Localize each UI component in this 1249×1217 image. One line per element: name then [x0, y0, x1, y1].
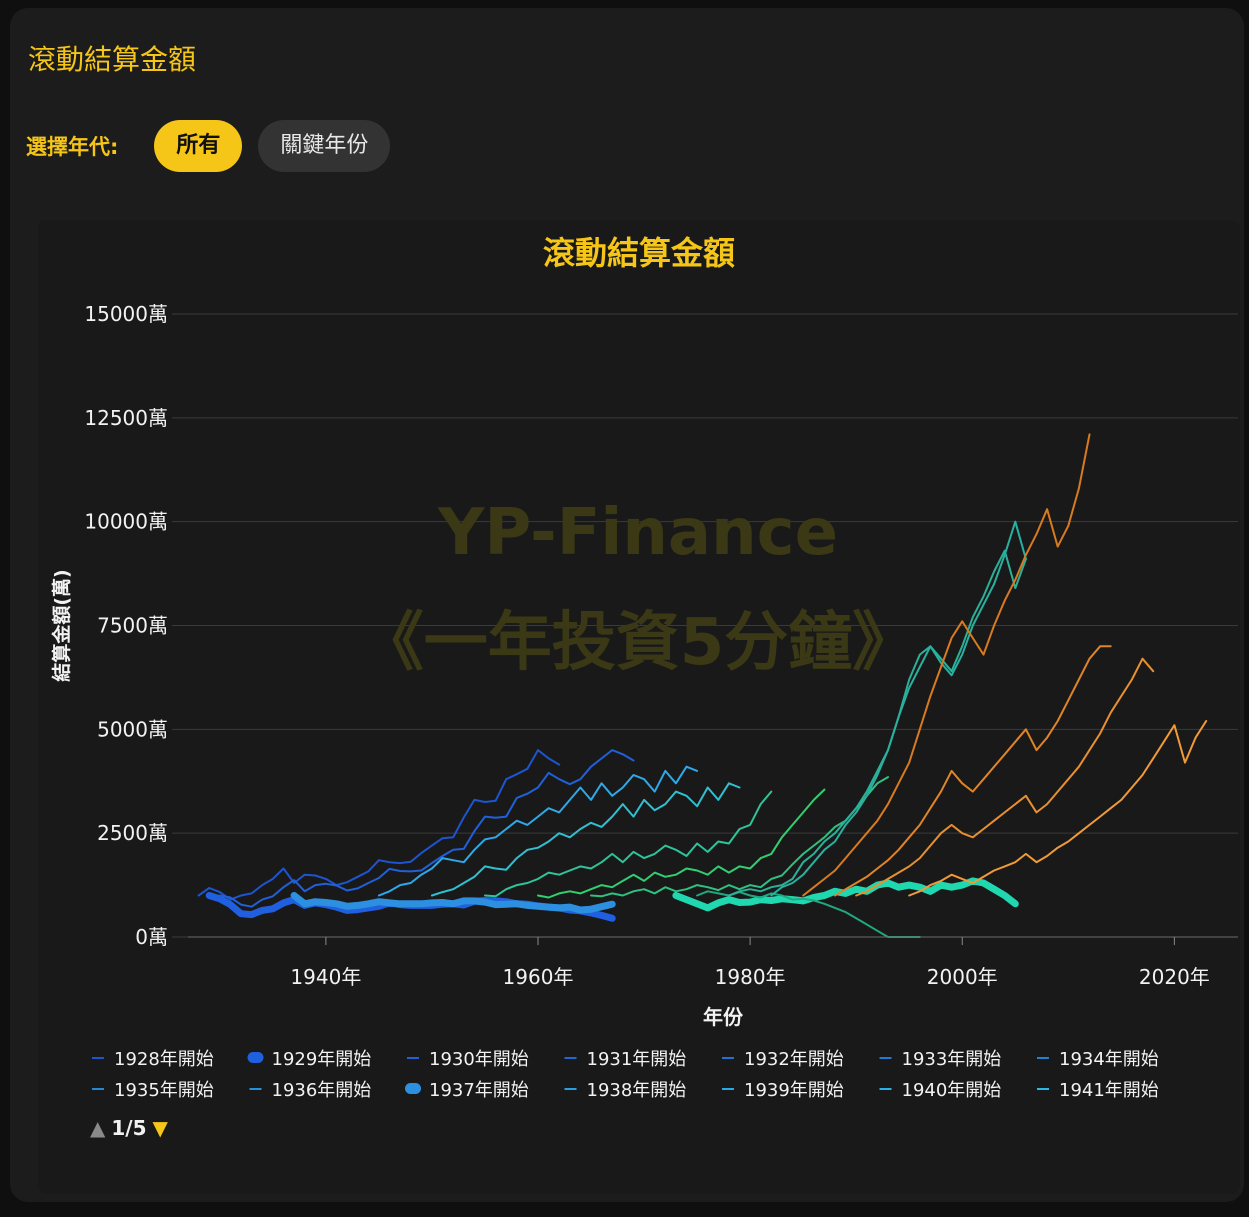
rolling-balance-chart: YP-Finance 《一年投資5分鐘》 滾動結算金額 0萬 2500萬 5000萬 75… — [50, 234, 1238, 1101]
series-line-1978[interactable] — [727, 549, 1027, 897]
series-line-1960[interactable] — [537, 788, 826, 899]
y-axis-label: 結算金額(萬) — [50, 569, 73, 681]
y-tick-label: 10000萬 — [84, 510, 168, 534]
watermark-line-1: YP-Finance — [437, 496, 838, 570]
legend-item-label[interactable]: 1934年開始 — [1059, 1049, 1159, 1070]
x-tick-label: 2020年 — [1139, 965, 1210, 989]
series-line-1990[interactable] — [855, 657, 1155, 897]
legend-pager: ▲ 1/5 ▼ — [90, 1116, 168, 1140]
x-tick-label: 1940年 — [290, 965, 361, 989]
series-line-1945[interactable] — [377, 765, 699, 897]
series-line-1985[interactable] — [802, 433, 1091, 897]
legend-item-label[interactable]: 1937年開始 — [429, 1080, 529, 1101]
era-selector: 選擇年代: 所有 關鍵年份 — [26, 120, 406, 172]
series-line-1950[interactable] — [430, 782, 741, 897]
legend-item-label[interactable]: 1931年開始 — [587, 1049, 687, 1070]
legend-item-label[interactable]: 1938年開始 — [587, 1080, 687, 1101]
watermark-line-2: 《一年投資5分鐘》 — [360, 606, 917, 680]
legend-swatch — [247, 1052, 264, 1063]
legend-item-label[interactable]: 1939年開始 — [744, 1080, 844, 1101]
card-title: 滾動結算金額 — [28, 43, 197, 76]
legend-swatch — [405, 1083, 421, 1094]
series-line-1955[interactable] — [484, 790, 773, 898]
legend-item-label[interactable]: 1930年開始 — [429, 1049, 529, 1070]
chart-container: YP-Finance 《一年投資5分鐘》 滾動結算金額 0萬 2500萬 5000萬 75… — [38, 220, 1240, 1194]
x-tick-label: 2000年 — [927, 965, 998, 989]
y-tick-label: 2500萬 — [97, 821, 168, 845]
y-tick-label: 7500萬 — [97, 614, 168, 638]
series-line-1982[interactable] — [770, 520, 1027, 897]
legend-item-label[interactable]: 1940年開始 — [902, 1080, 1002, 1101]
era-selector-label: 選擇年代: — [26, 135, 119, 159]
series-line-1973[interactable] — [672, 877, 1019, 912]
series-line-1988[interactable] — [834, 645, 1112, 897]
x-tick-label: 1960年 — [503, 965, 574, 989]
rolling-balance-card: 滾動結算金額 選擇年代: 所有 關鍵年份 YP-Finance 《一年投資5分鐘》… — [10, 8, 1244, 1202]
series-line-1965[interactable] — [590, 776, 889, 898]
legend-item-label[interactable]: 1928年開始 — [114, 1049, 214, 1070]
legend-item-label[interactable]: 1935年開始 — [114, 1080, 214, 1101]
chart-title: 滾動結算金額 — [543, 234, 735, 272]
series-line-1995[interactable] — [908, 720, 1208, 897]
x-axis-label: 年份 — [703, 1005, 744, 1029]
x-tick-label: 1980年 — [715, 965, 786, 989]
series-line-1930[interactable] — [218, 749, 635, 908]
y-tick-label: 5000萬 — [97, 717, 168, 741]
series-line-1937[interactable] — [290, 892, 616, 914]
legend-prev-page-icon[interactable]: ▲ — [90, 1116, 106, 1140]
legend-next-page-icon[interactable]: ▼ — [152, 1116, 168, 1140]
y-tick-label: 12500萬 — [84, 406, 168, 430]
series-line-1928[interactable] — [197, 749, 561, 901]
legend-item-label[interactable]: 1941年開始 — [1059, 1080, 1159, 1101]
y-tick-label: 0萬 — [135, 925, 168, 949]
legend-item-label[interactable]: 1932年開始 — [744, 1049, 844, 1070]
legend-item-label[interactable]: 1936年開始 — [272, 1080, 372, 1101]
legend-item-label[interactable]: 1929年開始 — [272, 1049, 372, 1070]
y-tick-label: 15000萬 — [84, 302, 168, 326]
legend-item-label[interactable]: 1933年開始 — [902, 1049, 1002, 1070]
era-option-all[interactable]: 所有 — [154, 120, 243, 172]
legend-page-indicator: 1/5 — [111, 1116, 147, 1140]
era-option-key-years[interactable]: 關鍵年份 — [258, 120, 391, 172]
